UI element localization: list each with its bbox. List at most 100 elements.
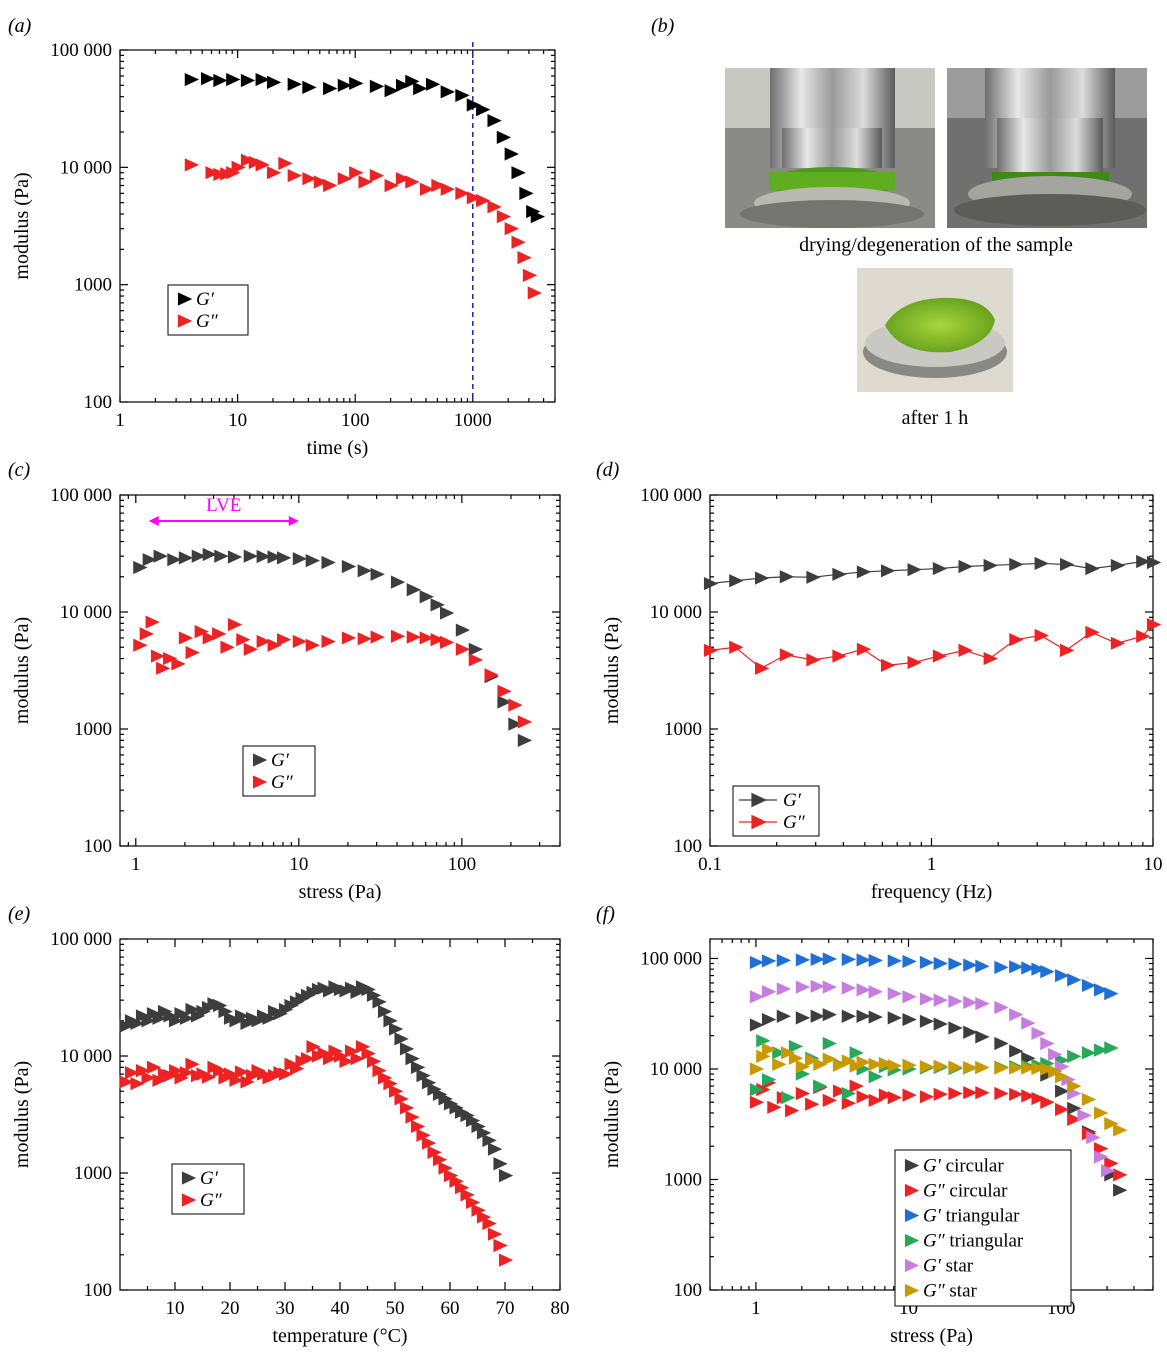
data-point — [201, 72, 216, 86]
data-point — [1021, 1016, 1036, 1030]
data-point — [440, 85, 455, 99]
data-point — [919, 992, 935, 1006]
x-tick-label: 1 — [927, 854, 937, 875]
data-point — [841, 1086, 857, 1101]
y-tick-label: 1000 — [664, 1169, 702, 1190]
data-point — [212, 1064, 228, 1078]
data-point — [153, 549, 168, 563]
data-point — [1055, 1070, 1070, 1084]
data-point — [795, 953, 811, 967]
data-point — [220, 640, 235, 654]
data-point — [384, 84, 399, 98]
y-axis-label: modulus (Pa) — [11, 617, 33, 724]
data-point — [856, 953, 871, 967]
data-point — [822, 1008, 837, 1022]
data-point — [856, 1055, 871, 1069]
data-point — [504, 222, 519, 236]
legend-label: G″ — [196, 311, 219, 332]
data-point — [1040, 965, 1055, 979]
data-point — [1009, 1087, 1024, 1101]
legend-label: G′ — [196, 289, 215, 310]
data-point — [146, 1060, 162, 1074]
data-point — [517, 251, 532, 265]
data-point — [366, 988, 382, 1002]
data-point — [323, 81, 338, 96]
data-point — [390, 629, 406, 643]
y-tick-label: 100 — [84, 836, 113, 857]
photo-right — [947, 68, 1147, 228]
data-point — [1067, 1112, 1082, 1126]
data-point — [822, 1036, 837, 1051]
data-point — [813, 1057, 828, 1071]
data-point — [430, 598, 445, 612]
data-point — [455, 88, 470, 103]
data-point — [841, 1096, 857, 1110]
data-point — [1040, 1036, 1055, 1051]
data-point — [1136, 629, 1151, 643]
data-point — [487, 1142, 503, 1156]
data-point — [868, 1093, 883, 1107]
data-point — [761, 1073, 777, 1087]
data-point — [948, 1086, 963, 1101]
data-point — [994, 1036, 1009, 1051]
data-point — [849, 1046, 864, 1060]
data-point — [1146, 555, 1162, 570]
panel-label-c: (c) — [8, 459, 31, 481]
data-point — [1040, 1062, 1055, 1076]
data-point — [468, 642, 484, 656]
series-g- — [184, 72, 546, 224]
data-point — [958, 643, 973, 657]
legend-box — [171, 1163, 245, 1215]
data-point — [266, 75, 282, 89]
data-point — [1060, 557, 1075, 572]
data-point — [357, 632, 372, 646]
data-point — [179, 1011, 195, 1025]
data-point — [963, 1025, 978, 1039]
y-tick-label: 100 000 — [640, 948, 702, 969]
data-point — [1085, 561, 1100, 576]
data-point — [761, 1042, 777, 1057]
panel-label-f: (f) — [596, 903, 615, 925]
data-point — [754, 661, 770, 675]
data-point — [761, 1012, 777, 1027]
data-point — [377, 1004, 393, 1019]
data-point — [150, 649, 166, 663]
data-point — [919, 1014, 935, 1028]
data-point — [522, 268, 538, 282]
data-point — [276, 633, 292, 647]
data-point — [185, 1002, 200, 1017]
data-point — [902, 1088, 917, 1102]
legend-box — [242, 745, 316, 797]
data-point — [344, 1044, 360, 1058]
data-point — [205, 166, 220, 180]
x-tick-label: 70 — [496, 1298, 515, 1319]
y-tick-label: 100 000 — [640, 485, 702, 506]
data-point — [822, 952, 837, 966]
data-point — [349, 76, 364, 90]
data-point — [218, 1004, 233, 1019]
data-point — [133, 638, 148, 652]
lve-label: LVE — [206, 495, 241, 516]
data-point — [1031, 1061, 1046, 1076]
data-point — [1110, 558, 1126, 573]
data-point — [440, 635, 455, 649]
data-point — [141, 1071, 156, 1085]
data-point — [425, 77, 441, 91]
data-point — [406, 630, 422, 644]
data-point — [383, 1014, 398, 1028]
legend-marker — [904, 1158, 920, 1173]
x-tick-label: 1 — [751, 1298, 761, 1319]
data-point — [887, 1091, 902, 1105]
data-point — [788, 1039, 804, 1054]
data-point — [322, 1052, 338, 1066]
data-point — [767, 1100, 782, 1114]
data-point — [795, 1011, 811, 1025]
data-point — [932, 649, 948, 663]
data-point — [1060, 643, 1075, 657]
data-point — [185, 1057, 200, 1071]
data-point — [487, 1227, 503, 1241]
x-axis-label: stress (Pa) — [890, 1325, 973, 1347]
data-point — [321, 634, 336, 649]
legend-label: G″ star — [923, 1281, 977, 1302]
